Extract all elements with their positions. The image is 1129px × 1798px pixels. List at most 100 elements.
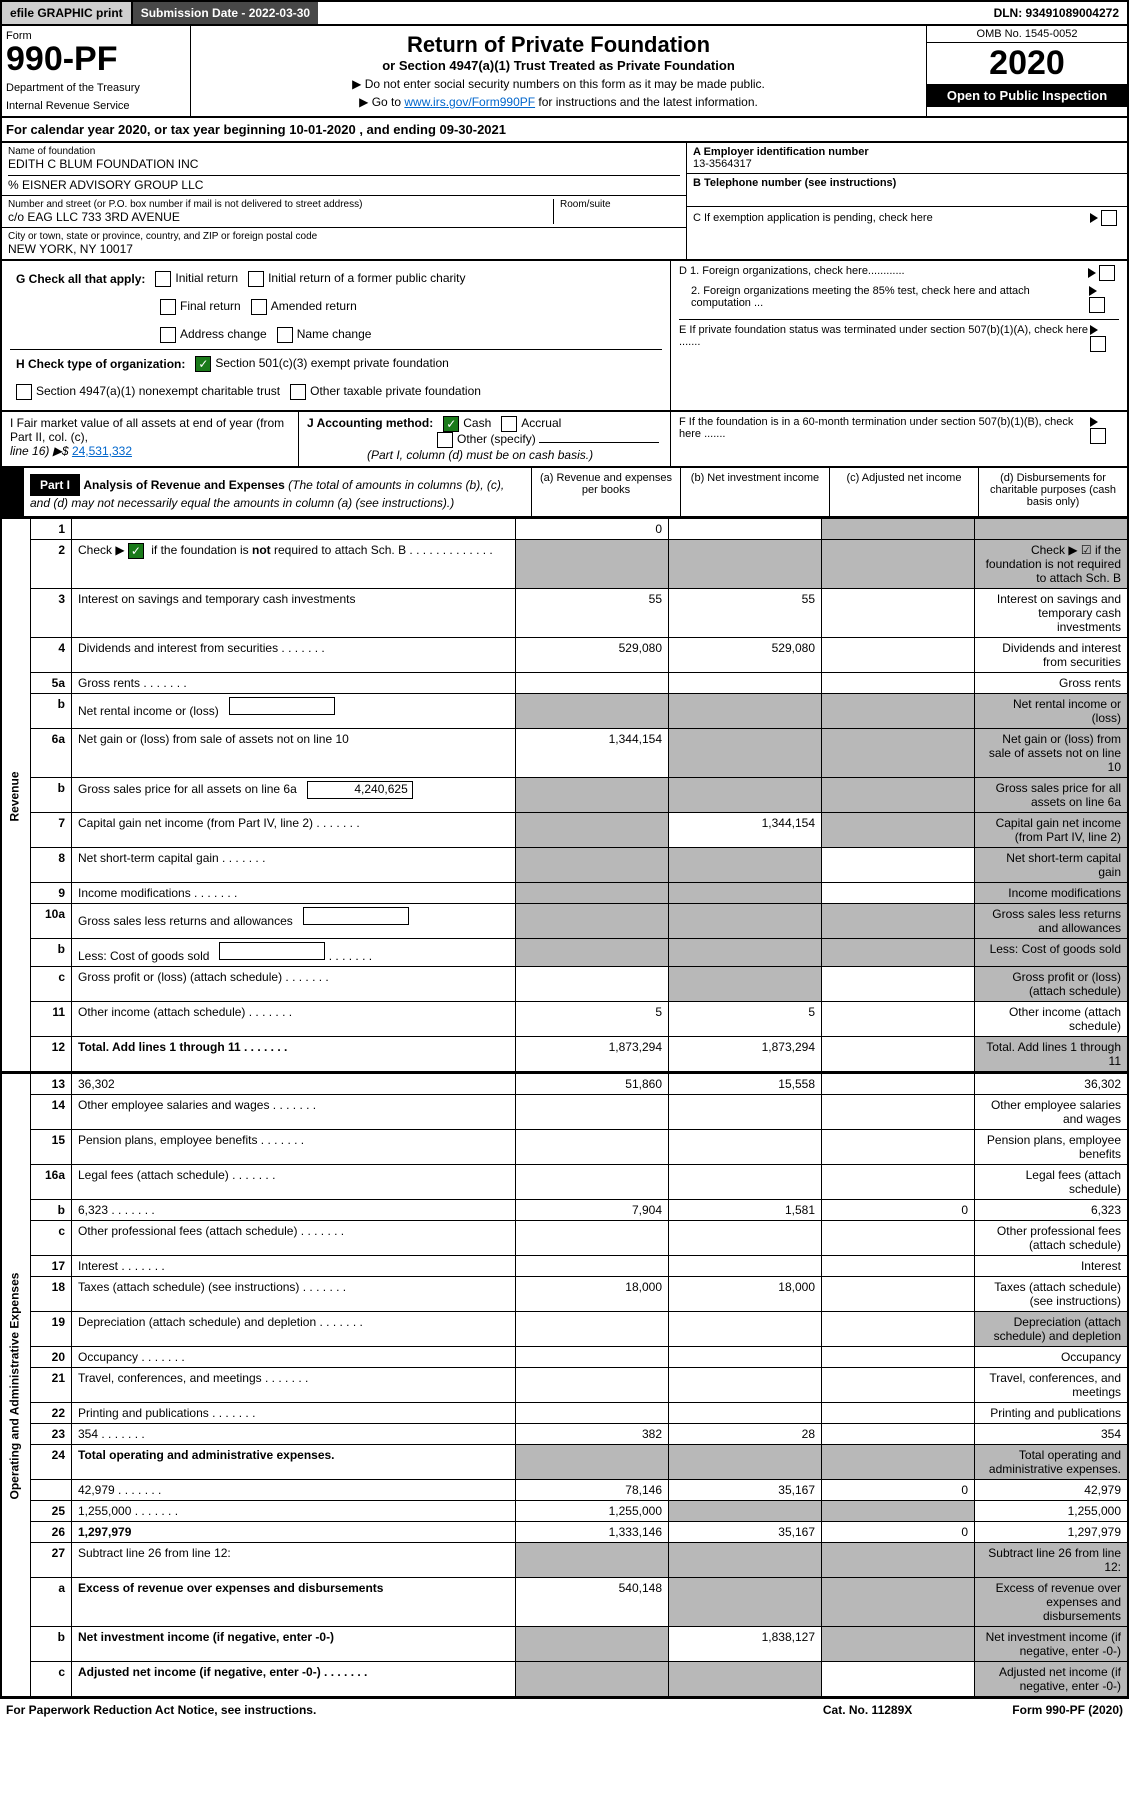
value-cell-c: [822, 1403, 975, 1424]
table-row: 24Total operating and administrative exp…: [1, 1445, 1128, 1480]
value-cell-b: 35,167: [669, 1522, 822, 1543]
value-cell-d: Net investment income (if negative, ente…: [975, 1627, 1129, 1662]
catalog-number: Cat. No. 11289X: [823, 1703, 912, 1717]
line-number: 11: [31, 1002, 72, 1037]
value-cell-a: [516, 1445, 669, 1480]
line-description: Taxes (attach schedule) (see instruction…: [72, 1277, 516, 1312]
value-cell-a: [516, 1662, 669, 1698]
value-cell-d: Legal fees (attach schedule): [975, 1165, 1129, 1200]
value-cell-a: [516, 1312, 669, 1347]
opt-accrual: Accrual: [521, 416, 561, 430]
ein-value: 13-3564317: [693, 158, 1121, 170]
checkbox-accrual[interactable]: [501, 416, 517, 432]
line-description: Net rental income or (loss): [72, 694, 516, 729]
line-number: 21: [31, 1368, 72, 1403]
value-cell-d: Check ▶ ☑ if the foundation is not requi…: [975, 540, 1129, 589]
line-description: Interest on savings and temporary cash i…: [72, 589, 516, 638]
checkbox-4947[interactable]: [16, 384, 32, 400]
table-row: 12Total. Add lines 1 through 11 . . . . …: [1, 1037, 1128, 1073]
line-description: Income modifications . . . . . . .: [72, 883, 516, 904]
value-cell-c: [822, 904, 975, 939]
line-description: 1,297,979: [72, 1522, 516, 1543]
value-cell-d: Excess of revenue over expenses and disb…: [975, 1578, 1129, 1627]
value-cell-a: [516, 1368, 669, 1403]
checkbox-amended-return[interactable]: [251, 299, 267, 315]
submission-date: Submission Date - 2022-03-30: [133, 2, 318, 24]
col-d-header: (d) Disbursements for charitable purpose…: [978, 468, 1127, 516]
value-cell-a: 382: [516, 1424, 669, 1445]
checkbox-d1[interactable]: [1099, 265, 1115, 281]
table-row: 17Interest . . . . . . .Interest: [1, 1256, 1128, 1277]
fmv-value-link[interactable]: 24,531,332: [72, 444, 132, 458]
value-cell-a: [516, 694, 669, 729]
table-row: bLess: Cost of goods sold . . . . . . .L…: [1, 939, 1128, 967]
table-row: bNet investment income (if negative, ent…: [1, 1627, 1128, 1662]
checkbox-d2[interactable]: [1089, 297, 1105, 313]
value-cell-d: Pension plans, employee benefits: [975, 1130, 1129, 1165]
value-cell-a: [516, 1627, 669, 1662]
value-cell-d: Occupancy: [975, 1347, 1129, 1368]
value-cell-b: 529,080: [669, 638, 822, 673]
value-cell-b: [669, 904, 822, 939]
efile-print-button[interactable]: efile GRAPHIC print: [2, 2, 133, 24]
foundation-name-label: Name of foundation: [8, 146, 680, 157]
line-e: E If private foundation status was termi…: [679, 324, 1090, 352]
checkbox-other-method[interactable]: [437, 432, 453, 448]
table-row: cOther professional fees (attach schedul…: [1, 1221, 1128, 1256]
value-cell-c: 0: [822, 1480, 975, 1501]
value-cell-c: [822, 638, 975, 673]
line-description: Gross sales less returns and allowances: [72, 904, 516, 939]
dept-treasury: Department of the Treasury: [6, 82, 186, 94]
inline-value-box: [303, 907, 409, 925]
checkbox-name-change[interactable]: [277, 327, 293, 343]
line-number: 7: [31, 813, 72, 848]
checkbox-c[interactable]: [1101, 210, 1117, 226]
line-description: Other professional fees (attach schedule…: [72, 1221, 516, 1256]
form990pf-link[interactable]: www.irs.gov/Form990PF: [404, 95, 535, 109]
value-cell-d: Net rental income or (loss): [975, 694, 1129, 729]
value-cell-d: Net gain or (loss) from sale of assets n…: [975, 729, 1129, 778]
revenue-table: Revenue102Check ▶ if the foundation is n…: [0, 518, 1129, 1073]
checkbox-cash[interactable]: [443, 416, 459, 432]
line-description: Total operating and administrative expen…: [72, 1445, 516, 1480]
value-cell-d: Dividends and interest from securities: [975, 638, 1129, 673]
value-cell-b: 15,558: [669, 1074, 822, 1095]
checkbox-f[interactable]: [1090, 428, 1106, 444]
line-number: b: [31, 694, 72, 729]
value-cell-c: [822, 1543, 975, 1578]
value-cell-c: [822, 1347, 975, 1368]
checkbox-initial-return[interactable]: [155, 271, 171, 287]
entity-info: Name of foundation EDITH C BLUM FOUNDATI…: [0, 143, 1129, 261]
line-number: b: [31, 939, 72, 967]
value-cell-a: [516, 939, 669, 967]
instruction-2-post: for instructions and the latest informat…: [535, 95, 758, 109]
value-cell-d: Other employee salaries and wages: [975, 1095, 1129, 1130]
opt-501c3: Section 501(c)(3) exempt private foundat…: [215, 356, 448, 370]
value-cell-d: 1,297,979: [975, 1522, 1129, 1543]
checkbox-final-return[interactable]: [160, 299, 176, 315]
opt-amended-return: Amended return: [271, 299, 357, 313]
foundation-name: EDITH C BLUM FOUNDATION INC: [8, 157, 680, 171]
checkbox-initial-former[interactable]: [248, 271, 264, 287]
checkbox-sch-b[interactable]: [128, 543, 144, 559]
tax-year: 2020: [927, 43, 1127, 84]
value-cell-d: 1,255,000: [975, 1501, 1129, 1522]
arrow-icon: [1090, 213, 1098, 223]
col-b-header: (b) Net investment income: [680, 468, 829, 516]
value-cell-a: [516, 967, 669, 1002]
value-cell-b: [669, 778, 822, 813]
checkbox-e[interactable]: [1090, 336, 1106, 352]
opt-cash: Cash: [463, 416, 491, 430]
checkbox-address-change[interactable]: [160, 327, 176, 343]
checkbox-501c3[interactable]: [195, 356, 211, 372]
checkbox-other-taxable[interactable]: [290, 384, 306, 400]
line-number: c: [31, 967, 72, 1002]
value-cell-a: [516, 904, 669, 939]
address: c/o EAG LLC 733 3RD AVENUE: [8, 210, 553, 224]
value-cell-a: 18,000: [516, 1277, 669, 1312]
value-cell-c: [822, 1074, 975, 1095]
value-cell-b: 18,000: [669, 1277, 822, 1312]
value-cell-d: Capital gain net income (from Part IV, l…: [975, 813, 1129, 848]
opt-initial-former: Initial return of a former public charit…: [268, 271, 465, 285]
value-cell-a: [516, 1095, 669, 1130]
